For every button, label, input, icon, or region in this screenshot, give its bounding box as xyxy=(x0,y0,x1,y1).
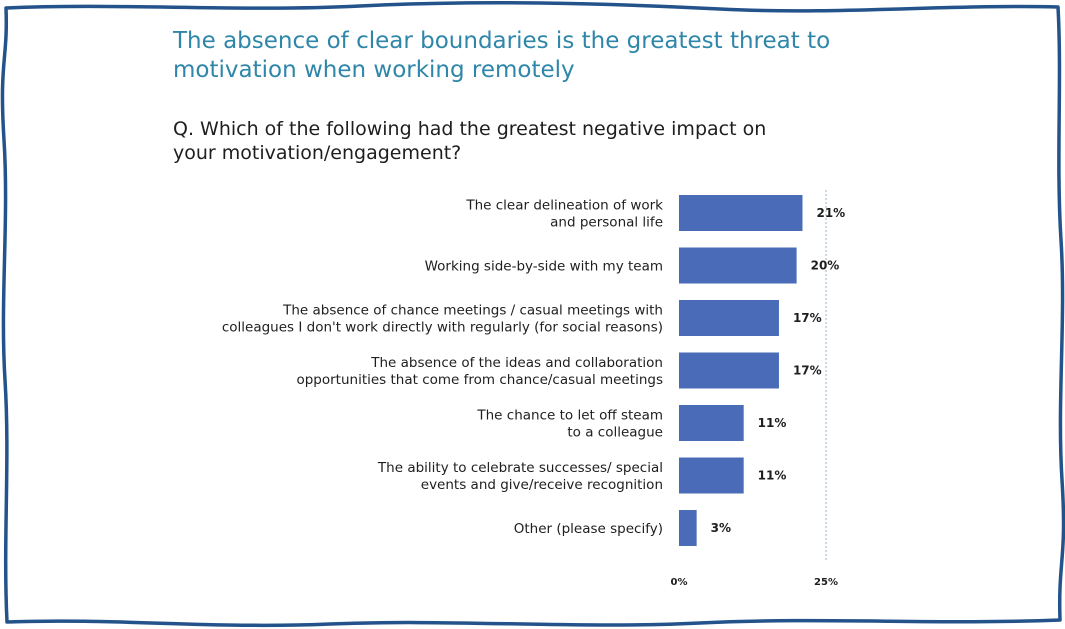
chart-title: The absence of clear boundaries is the g… xyxy=(173,28,831,83)
tick-label-2: 25% xyxy=(814,577,838,588)
value-label-4: 17% xyxy=(793,364,822,378)
category-label-6: The ability to celebrate successes/ spec… xyxy=(377,460,663,493)
category-label-2: Working side-by-side with my team xyxy=(425,259,663,275)
category-label-4: The absence of the ideas and collaborati… xyxy=(296,355,663,388)
bar-1 xyxy=(679,195,803,231)
bar-5 xyxy=(679,405,744,441)
category-label-3: The absence of chance meetings / casual … xyxy=(222,303,663,336)
ticks-layer: 0% 25% xyxy=(671,577,838,588)
bars-layer xyxy=(679,195,803,546)
category-label-1: The clear delineation of work and persona… xyxy=(465,198,663,231)
bar-4 xyxy=(679,352,779,389)
category-label-5: The chance to let off steam to a colleagu… xyxy=(476,408,663,441)
bar-6 xyxy=(679,457,744,494)
bar-2 xyxy=(679,247,797,284)
labels-layer: 21% The clear delineation of work and pers… xyxy=(222,198,845,538)
value-label-6: 11% xyxy=(758,469,787,483)
category-label-7: Other (please specify) xyxy=(514,521,663,537)
value-label-7: 3% xyxy=(711,521,731,535)
bar-7 xyxy=(679,510,697,546)
value-label-5: 11% xyxy=(758,416,787,430)
survey-question: Q. Which of the following had the greate… xyxy=(173,118,767,164)
value-label-1: 21% xyxy=(816,206,845,220)
value-label-3: 17% xyxy=(793,311,822,325)
value-label-2: 20% xyxy=(811,259,840,273)
tick-label-1: 0% xyxy=(671,577,688,588)
bar-3 xyxy=(679,300,779,336)
